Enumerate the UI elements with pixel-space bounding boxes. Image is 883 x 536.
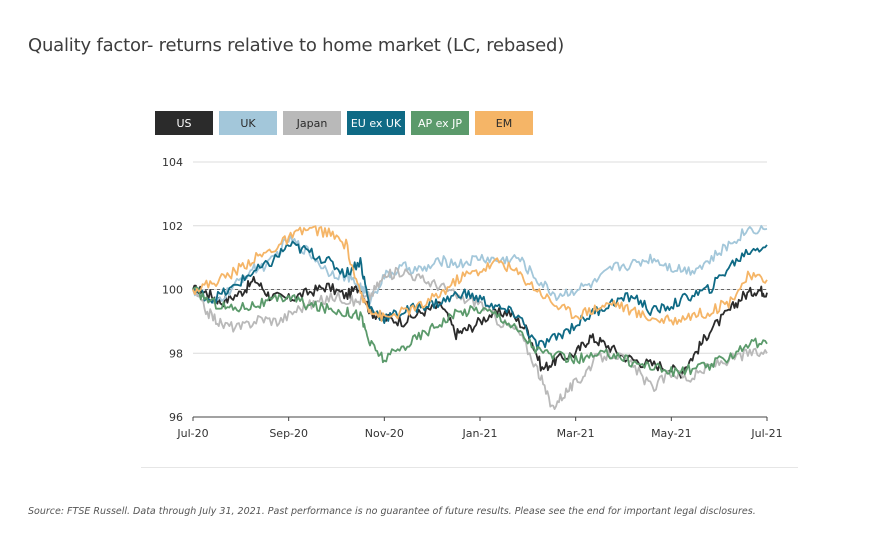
legend-item-japan[interactable]: Japan: [283, 111, 341, 135]
series-line-em: [192, 225, 768, 326]
x-tick-label: Nov-20: [365, 427, 404, 440]
chart-title: Quality factor- returns relative to home…: [28, 35, 565, 56]
legend-item-em[interactable]: EM: [475, 111, 533, 135]
legend-item-ap-ex-jp[interactable]: AP ex JP: [411, 111, 469, 135]
chart-legend: US UK Japan EU ex UK AP ex JP EM: [155, 111, 533, 135]
x-tick-label: Jul-21: [750, 427, 782, 440]
x-tick-label: Jan-21: [462, 427, 498, 440]
y-tick-label: 100: [162, 284, 183, 297]
footer-divider: [141, 467, 798, 468]
series-line-japan: [192, 266, 768, 411]
y-tick-label: 96: [169, 411, 183, 424]
series-line-ap-ex-jp: [192, 286, 768, 378]
series-line-uk: [192, 224, 768, 305]
y-tick-label: 102: [162, 220, 183, 233]
series-line-eu-ex-uk: [192, 240, 768, 351]
legend-item-eu-ex-uk[interactable]: EU ex UK: [347, 111, 405, 135]
x-tick-label: Mar-21: [557, 427, 595, 440]
x-tick-label: Sep-20: [269, 427, 308, 440]
legend-item-uk[interactable]: UK: [219, 111, 277, 135]
x-tick-label: May-21: [651, 427, 692, 440]
x-tick-label: Jul-20: [176, 427, 208, 440]
y-tick-label: 104: [162, 156, 183, 169]
y-tick-label: 98: [169, 347, 183, 360]
legend-item-us[interactable]: US: [155, 111, 213, 135]
source-note: Source: FTSE Russell. Data through July …: [28, 506, 756, 517]
series-line-us: [192, 275, 768, 379]
